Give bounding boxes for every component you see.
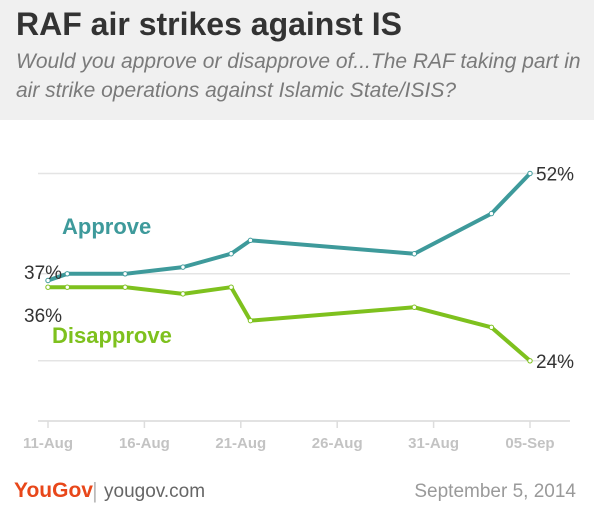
x-axis-ticks: 11-Aug 16-Aug 21-Aug 26-Aug 31-Aug 05-Sep <box>23 421 555 452</box>
footer-date: September 5, 2014 <box>414 481 576 502</box>
data-point <box>45 284 51 290</box>
data-point <box>122 284 128 290</box>
data-point <box>45 277 51 284</box>
data-point <box>527 170 533 177</box>
chart-title: RAF air strikes against IS <box>16 6 402 42</box>
data-point <box>411 304 418 310</box>
end-value-label: 24% <box>536 352 574 373</box>
yougov-logo: YouGov <box>14 479 93 502</box>
series-label-disapprove: Disapprove <box>52 323 172 348</box>
footer-url[interactable]: yougov.com <box>104 481 206 502</box>
x-tick-label: 05-Sep <box>505 435 554 452</box>
data-point <box>527 358 533 364</box>
data-point <box>64 271 70 277</box>
data-point <box>180 291 186 297</box>
line-chart: 11-Aug 16-Aug 21-Aug 26-Aug 31-Aug 05-Sep App… <box>23 164 574 452</box>
end-value-label: 52% <box>536 164 574 185</box>
data-point <box>488 210 495 217</box>
data-point <box>247 237 254 244</box>
x-tick-label: 11-Aug <box>23 435 73 452</box>
data-point <box>122 271 128 277</box>
chart-subtitle: Would you approve or disapprove of...The… <box>16 50 581 102</box>
x-tick-label: 31-Aug <box>408 435 459 452</box>
x-tick-label: 21-Aug <box>215 435 266 452</box>
x-tick-label: 26-Aug <box>312 435 363 452</box>
series-label-approve: Approve <box>62 214 151 239</box>
chart-header: RAF air strikes against IS Would you app… <box>0 0 594 120</box>
data-point <box>64 284 70 290</box>
start-value-label: 37% <box>24 263 62 284</box>
data-point <box>228 251 234 257</box>
start-value-label: 36% <box>24 306 62 327</box>
chart-series <box>45 170 533 364</box>
x-tick-label: 16-Aug <box>119 435 170 452</box>
data-point <box>488 324 495 331</box>
footer-separator: | <box>92 478 98 503</box>
data-point <box>247 317 254 324</box>
data-point <box>180 264 186 270</box>
data-point <box>228 284 234 290</box>
data-point <box>411 251 418 257</box>
